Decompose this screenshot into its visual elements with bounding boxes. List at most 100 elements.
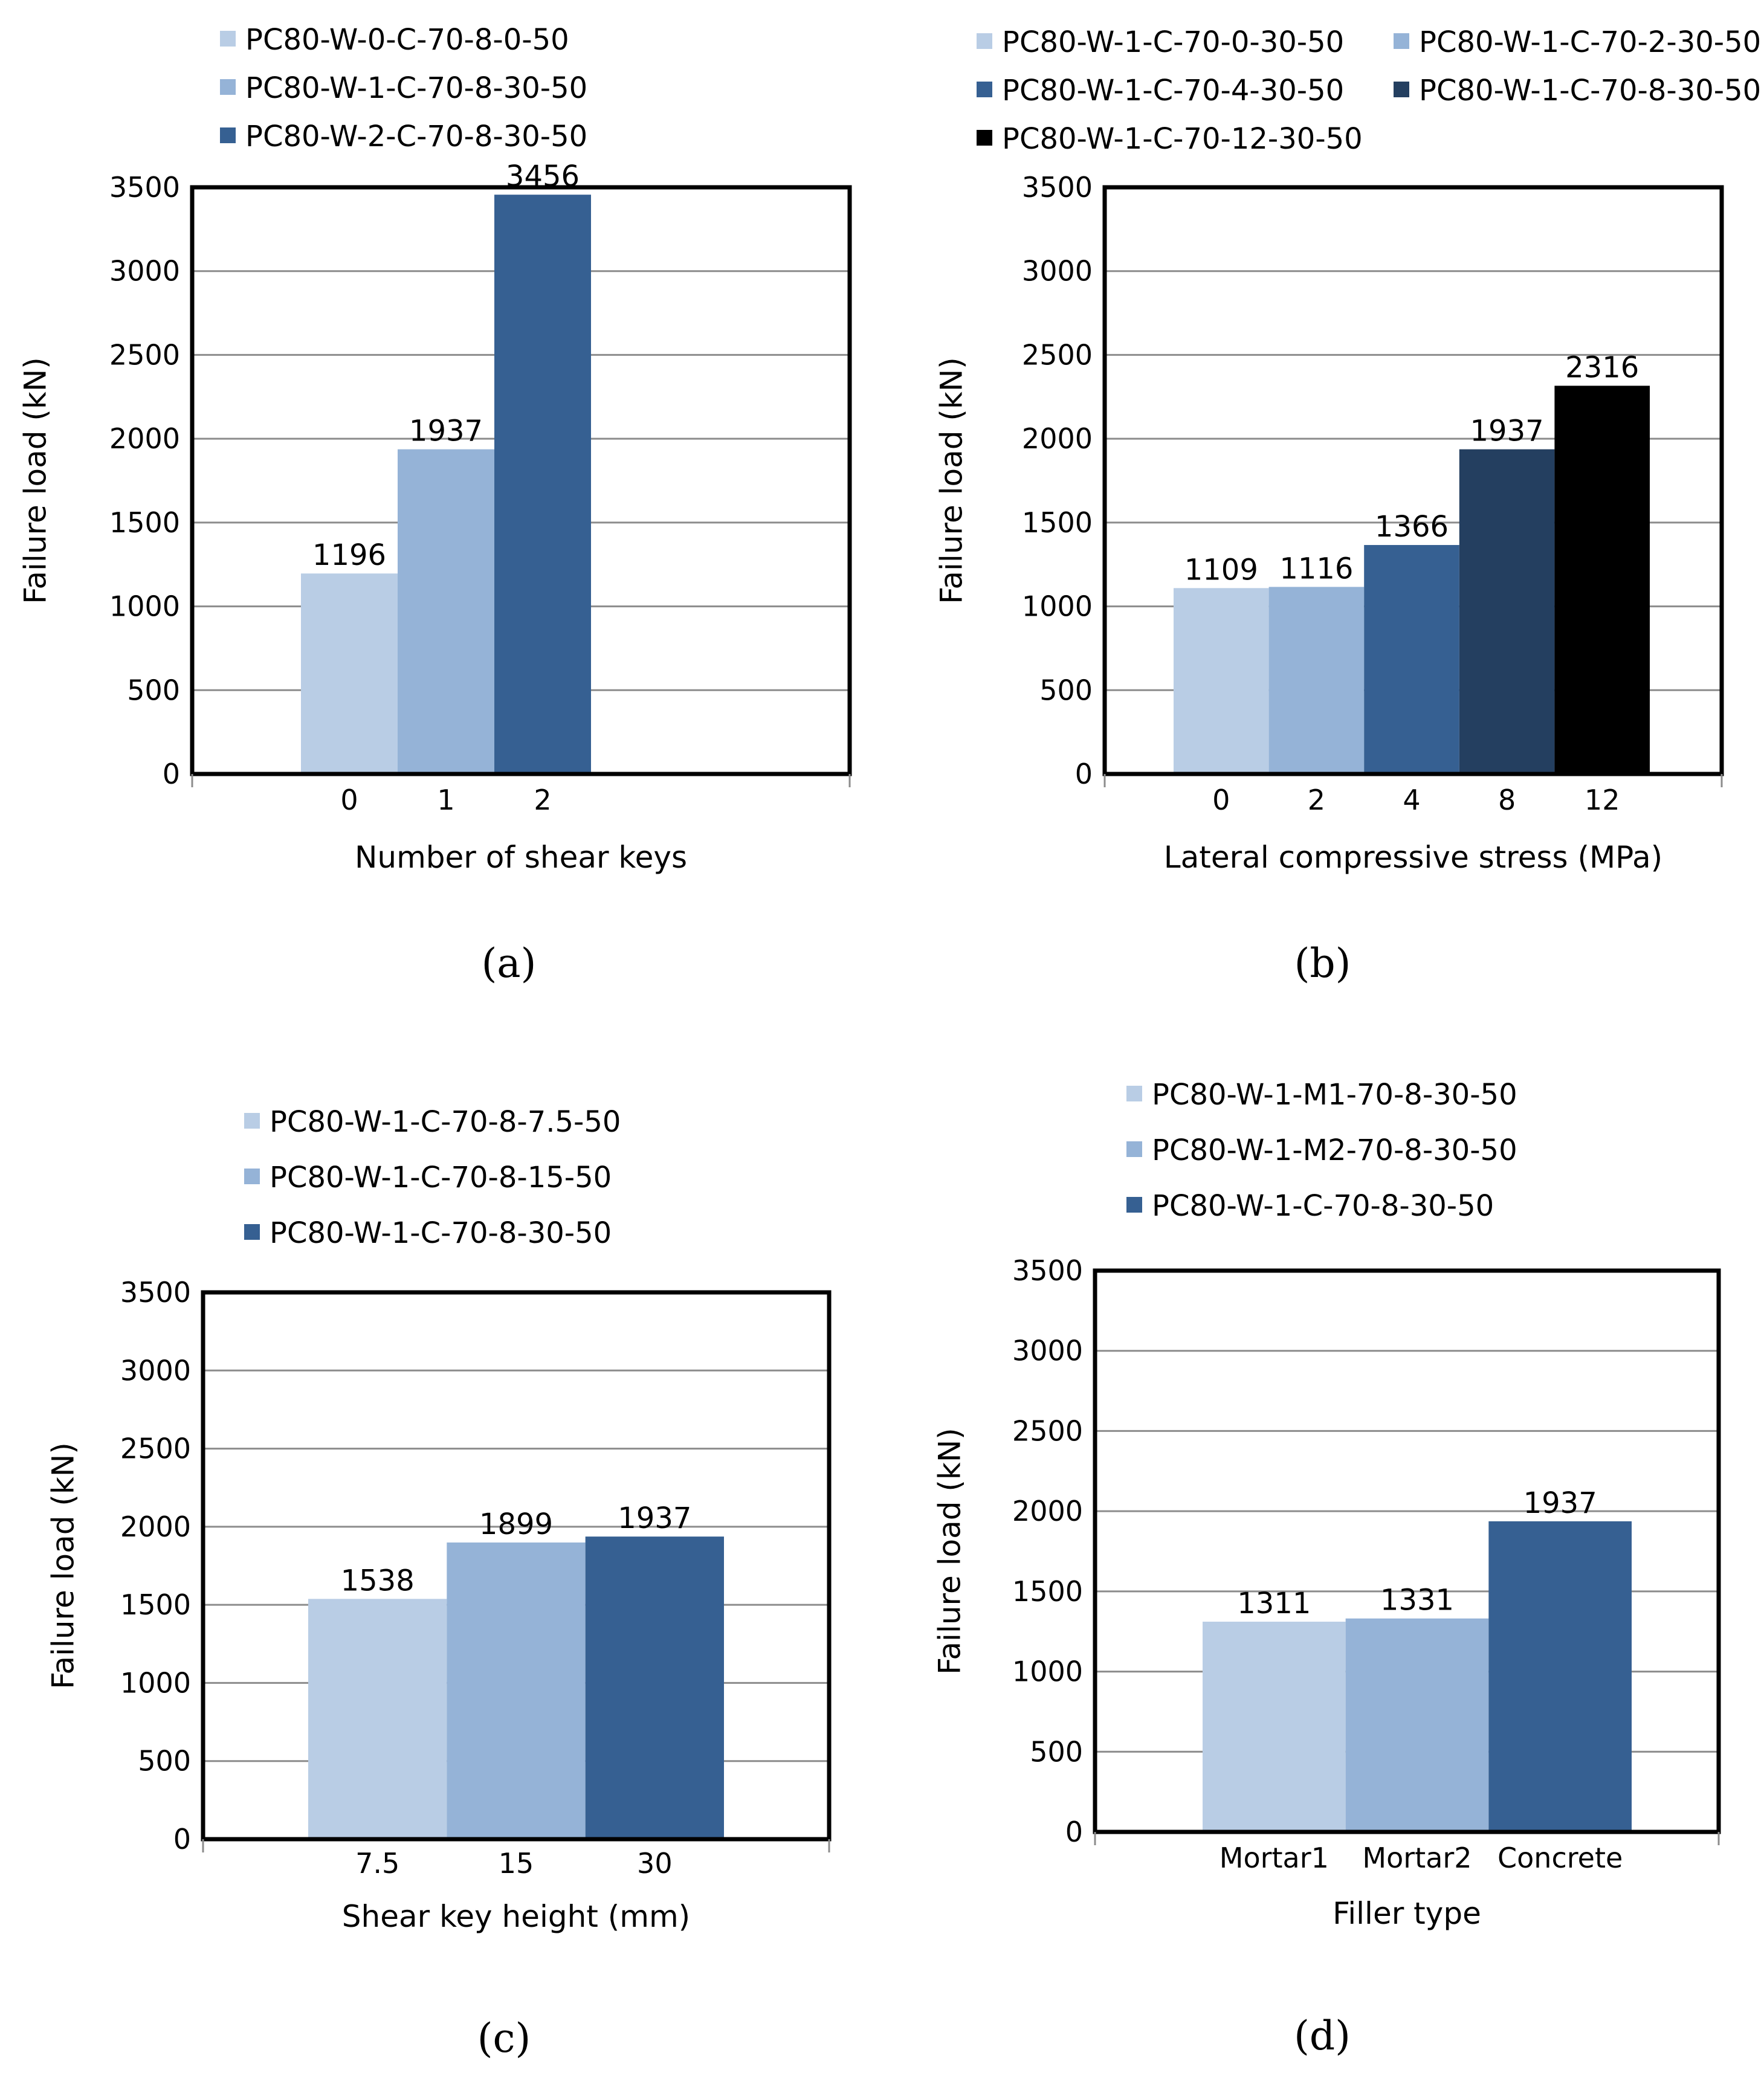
x-tick-label: 4 [1403, 784, 1420, 816]
legend-swatch [220, 127, 236, 143]
y-tick-label: 2500 [1012, 1414, 1083, 1447]
data-label: 2316 [1565, 350, 1639, 384]
bar [1203, 1622, 1346, 1832]
x-tick-label: 1 [437, 784, 454, 816]
y-tick-label: 1000 [120, 1666, 191, 1699]
plot-frame [201, 1290, 832, 1842]
y-axis-title: Failure load (kN) [46, 1442, 81, 1689]
legend-label: PC80-W-1-M2-70-8-30-50 [1152, 1133, 1517, 1167]
y-tick-label: 500 [127, 674, 180, 706]
panel-caption: (c) [477, 2015, 531, 2062]
legend-label: PC80-W-1-C-70-2-30-50 [1419, 25, 1761, 59]
plot-frame [1093, 1268, 1721, 1834]
legend-label: PC80-W-1-C-70-0-30-50 [1002, 25, 1344, 59]
y-tick-label: 0 [173, 1823, 191, 1855]
bar [301, 573, 398, 774]
y-tick-label: 3500 [109, 171, 180, 204]
x-tick-label: 8 [1498, 784, 1516, 816]
data-label: 1937 [618, 1501, 691, 1535]
y-tick-label: 1500 [120, 1588, 191, 1621]
y-axis-title: Failure load (kN) [932, 1428, 968, 1675]
y-tick-label: 3500 [120, 1276, 191, 1309]
legend-label: PC80-W-1-C-70-8-30-50 [1419, 74, 1761, 108]
bar [1345, 1618, 1489, 1832]
legend-label: PC80-W-1-C-70-12-30-50 [1002, 122, 1363, 156]
legend-label: PC80-W-1-C-70-8-30-50 [1152, 1189, 1494, 1223]
x-tick-label: 0 [1212, 784, 1230, 816]
y-tick-label: 3000 [109, 255, 180, 288]
legend-label: PC80-W-2-C-70-8-30-50 [245, 120, 587, 153]
bar [1174, 588, 1269, 774]
legend-label: PC80-W-1-C-70-8-30-50 [270, 1216, 612, 1250]
y-tick-label: 1000 [1012, 1655, 1083, 1688]
y-tick-label: 2000 [1012, 1495, 1083, 1527]
x-tick-label: 30 [637, 1847, 673, 1880]
legend-swatch [220, 79, 236, 95]
x-axis-title: Filler type [1333, 1896, 1481, 1931]
legend-swatch [977, 33, 992, 49]
y-tick-label: 1000 [1022, 590, 1093, 623]
legend-swatch [244, 1169, 260, 1184]
bar [585, 1536, 724, 1839]
x-axis-title: Number of shear keys [355, 840, 687, 875]
panel-caption: (a) [482, 940, 537, 987]
y-tick-label: 1500 [109, 506, 180, 539]
x-axis-title: Shear key height (mm) [342, 1899, 690, 1934]
legend-label: PC80-W-1-C-70-8-7.5-50 [270, 1105, 621, 1139]
y-tick-label: 3500 [1022, 171, 1093, 204]
y-tick-label: 3000 [1012, 1335, 1083, 1367]
x-tick-label: Concrete [1497, 1842, 1623, 1874]
legend-swatch [977, 130, 992, 146]
x-tick-label: 12 [1585, 784, 1620, 816]
y-tick-label: 2000 [1022, 422, 1093, 455]
y-tick-label: 2500 [109, 338, 180, 371]
bar [1554, 385, 1650, 774]
legend-label: PC80-W-1-C-70-8-30-50 [245, 71, 587, 105]
data-label: 1937 [1470, 414, 1544, 448]
panel-caption: (b) [1294, 940, 1351, 987]
y-tick-label: 0 [163, 758, 180, 790]
y-tick-label: 500 [1039, 674, 1093, 706]
x-tick-label: 15 [499, 1847, 534, 1880]
y-tick-label: 2000 [109, 422, 180, 455]
x-tick-label: 2 [534, 784, 551, 816]
legend-swatch [220, 31, 236, 47]
legend-label: PC80-W-1-C-70-4-30-50 [1002, 74, 1344, 108]
y-tick-label: 500 [138, 1745, 191, 1778]
legend-swatch [244, 1113, 260, 1129]
y-tick-label: 1000 [109, 590, 180, 623]
legend-label: PC80-W-1-C-70-8-15-50 [270, 1161, 612, 1194]
legend-label: PC80-W-1-M1-70-8-30-50 [1152, 1078, 1517, 1112]
legend-swatch [1394, 82, 1409, 97]
y-tick-label: 2000 [120, 1510, 191, 1543]
plot-frame [190, 185, 852, 776]
data-label: 1937 [1523, 1486, 1597, 1520]
data-label: 1899 [479, 1507, 553, 1541]
plot-frame [1102, 185, 1724, 776]
legend-swatch [1126, 1197, 1142, 1213]
bar [1268, 587, 1365, 774]
bar [398, 449, 494, 774]
y-tick-label: 500 [1030, 1735, 1083, 1768]
y-tick-label: 3000 [120, 1354, 191, 1387]
legend-swatch [977, 82, 992, 97]
data-label: 1937 [409, 414, 483, 448]
y-tick-label: 2500 [120, 1433, 191, 1465]
y-tick-label: 0 [1065, 1816, 1083, 1848]
y-axis-title: Failure load (kN) [934, 357, 969, 604]
data-label: 1116 [1279, 552, 1353, 585]
x-tick-label: 2 [1308, 784, 1325, 816]
x-axis-title: Lateral compressive stress (MPa) [1164, 840, 1662, 875]
bar [308, 1599, 447, 1839]
x-tick-label: Mortar2 [1362, 1842, 1472, 1874]
x-tick-label: 7.5 [355, 1847, 399, 1880]
bar [494, 195, 591, 774]
bar [1488, 1521, 1632, 1832]
bar [1459, 449, 1555, 774]
y-tick-label: 3000 [1022, 255, 1093, 288]
data-label: 1538 [341, 1564, 415, 1597]
x-tick-label: 0 [340, 784, 358, 816]
data-label: 1109 [1184, 553, 1258, 587]
data-label: 1196 [312, 538, 386, 572]
legend-swatch [1126, 1141, 1142, 1157]
